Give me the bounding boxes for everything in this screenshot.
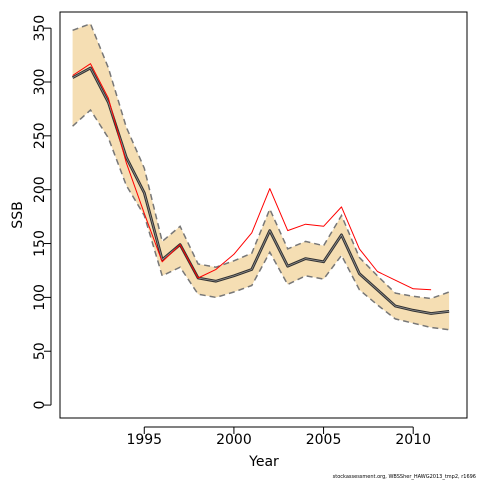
y-axis-title: SSB (10, 201, 26, 228)
x-tick-label: 2005 (306, 432, 342, 448)
y-tick-label: 0 (32, 401, 48, 410)
confidence-band (72, 23, 450, 330)
x-tick-label: 2010 (395, 432, 431, 448)
y-tick-label: 250 (32, 122, 48, 149)
retro-line (72, 63, 432, 291)
estimate-line-highlight (72, 67, 450, 314)
lower-bound-line (72, 108, 450, 331)
plot-area (71, 22, 450, 331)
credit-text: stockassessment.org, WBSSher_HAWG2013_tm… (333, 474, 476, 480)
y-tick-label: 200 (32, 176, 48, 203)
x-tick-label: 1995 (126, 432, 162, 448)
y-tick-label: 100 (32, 284, 48, 311)
upper-bound-line (72, 22, 450, 300)
x-axis-title: Year (248, 454, 279, 470)
plot-frame (59, 11, 468, 419)
y-tick-label: 300 (32, 69, 48, 96)
axes: 0 50 100 150 200 250 300 350 1995 2000 2005 2010 (32, 15, 431, 448)
y-tick-label: 50 (32, 342, 48, 360)
y-tick-label: 150 (32, 230, 48, 257)
y-tick-label: 350 (32, 15, 48, 42)
x-tick-label: 2000 (216, 432, 252, 448)
